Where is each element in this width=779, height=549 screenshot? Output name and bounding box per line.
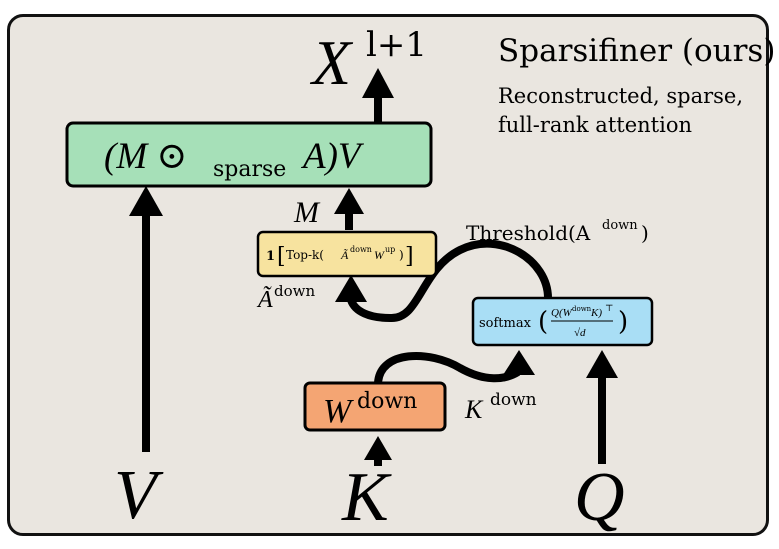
input-v: V (114, 457, 164, 534)
svg-text:): ) (399, 248, 404, 262)
sparse-attention-box: (M ⊙ sparse A)V (65, 121, 433, 188)
threshold-label: Threshold(A down ) (466, 218, 649, 245)
svg-text:Ã: Ã (340, 248, 349, 262)
svg-text:down: down (572, 305, 592, 313)
m-label: M (293, 196, 321, 229)
arrowhead-k-down (503, 350, 535, 375)
arrows (129, 68, 618, 466)
svg-text:Ã: Ã (256, 286, 273, 313)
svg-text:down: down (357, 389, 417, 414)
topk-rect (256, 230, 438, 278)
svg-text:Q(W: Q(W (551, 307, 573, 319)
input-q: Q (574, 459, 625, 536)
svg-text:1: 1 (266, 249, 275, 264)
arrowhead-m (334, 188, 364, 214)
a-down-label: Ã down (256, 282, 315, 313)
svg-text:(: ( (538, 307, 548, 337)
w-down-rect (303, 381, 447, 432)
arrowhead-k (364, 436, 392, 460)
svg-text:): ) (641, 221, 649, 245)
arrowhead-a-down (335, 275, 367, 302)
svg-text:(M ⊙: (M ⊙ (104, 136, 187, 177)
diagram-title: Sparsifiner (ours) (498, 33, 775, 69)
diagram-subtitle-line2: full-rank attention (498, 113, 692, 137)
svg-text:sparse: sparse (213, 157, 286, 182)
svg-text:Threshold(A: Threshold(A (466, 221, 591, 245)
svg-text:l+1: l+1 (366, 25, 427, 65)
svg-text:[: [ (277, 244, 286, 269)
input-k: K (341, 459, 392, 536)
diagram-subtitle-line1: Reconstructed, sparse, (498, 84, 743, 108)
sparse-attention-rect (65, 121, 433, 188)
arrowhead-q (586, 350, 618, 378)
output-label: X l+1 (309, 25, 427, 98)
softmax-box: softmax ( Q(W down K) ⊤ √d ) (471, 296, 654, 347)
svg-text:down: down (350, 245, 372, 254)
w-down-box: W down (303, 381, 447, 432)
svg-text:down: down (274, 282, 315, 300)
k-down-label: K down (464, 390, 537, 424)
svg-text:√d: √d (574, 327, 586, 339)
arrowhead-output (362, 68, 394, 98)
topk-box: 1 [ Top-k( Ã down W up ) ] (256, 230, 438, 278)
svg-text:K: K (464, 395, 484, 424)
svg-text:X: X (309, 27, 354, 98)
svg-text:K): K) (590, 307, 602, 319)
svg-text:): ) (618, 307, 628, 337)
arrowhead-v (129, 186, 163, 216)
svg-text:⊤: ⊤ (605, 304, 613, 314)
svg-text:softmax: softmax (479, 316, 532, 331)
svg-text:down: down (602, 218, 638, 233)
svg-text:]: ] (405, 244, 414, 269)
svg-text:Top-k(: Top-k( (286, 248, 324, 262)
svg-text:up: up (385, 245, 395, 254)
svg-text:W: W (374, 248, 385, 262)
svg-text:W: W (323, 393, 354, 430)
svg-text:A)V: A)V (300, 136, 365, 177)
svg-text:down: down (490, 390, 537, 410)
k-down-curve (374, 352, 521, 384)
